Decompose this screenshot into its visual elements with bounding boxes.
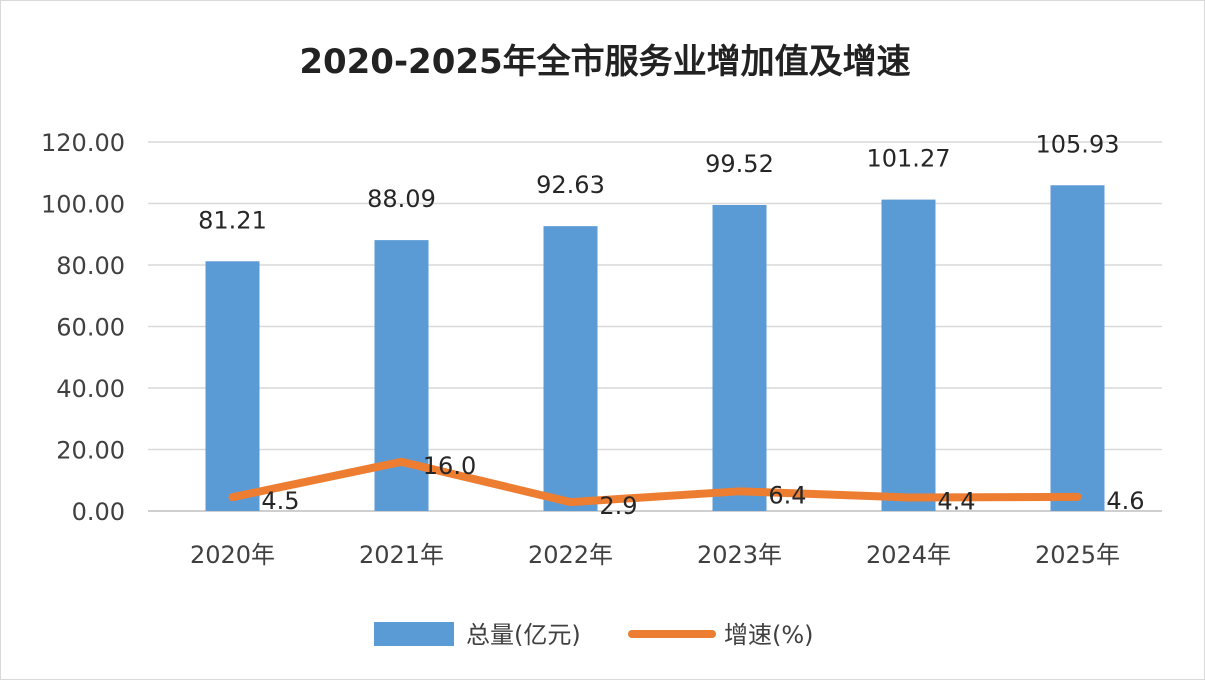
growth-point [570,501,571,503]
growth-value-label: 6.4 [768,481,806,509]
line-growth [228,457,1082,507]
growth-point [232,496,233,498]
bar-value-label: 81.21 [198,206,267,234]
growth-point [739,490,740,492]
bar-total [1050,185,1105,511]
bar-total [881,199,936,511]
growth-line [228,457,1082,507]
bar-value-label: 92.63 [536,171,605,199]
x-tick-label: 2025年 [1035,541,1120,569]
bar-value-label: 88.09 [367,185,436,213]
legend: 总量(亿元) 增速(%) [374,621,814,649]
y-tick-label: 80.00 [56,252,125,280]
legend-label-total: 总量(亿元) [466,621,581,649]
x-axis-ticks: 2020年 2021年 2022年 2023年 2024年 2025年 [190,541,1120,569]
gridlines [148,141,1162,512]
growth-point [401,461,402,463]
x-tick-label: 2020年 [190,541,275,569]
growth-value-label: 2.9 [599,492,637,520]
x-tick-label: 2022年 [528,541,613,569]
y-tick-label: 60.00 [56,314,125,342]
bar-value-label: 99.52 [705,150,774,178]
growth-value-label: 4.6 [1106,487,1144,515]
growth-value-label: 4.4 [937,487,975,515]
x-tick-label: 2024年 [866,541,951,569]
legend-swatch-total [374,622,454,646]
x-tick-label: 2023年 [697,541,782,569]
data-labels: 81.21 88.09 92.63 99.52 101.27 105.93 4.5 16.0 2… [198,130,1144,520]
growth-point [908,496,909,498]
bar-total [712,204,767,511]
y-tick-label: 20.00 [56,437,125,465]
y-tick-label: 120.00 [41,129,125,157]
y-axis-ticks: 0.00 20.00 40.00 60.00 80.00 100.00 120.00 [41,129,125,526]
bar-total [543,226,598,511]
growth-value-label: 4.5 [261,487,299,515]
y-tick-label: 100.00 [41,191,125,219]
y-tick-label: 0.00 [72,498,125,526]
bar-value-label: 105.93 [1036,130,1120,158]
y-tick-label: 40.00 [56,375,125,403]
growth-point [1077,496,1078,498]
growth-value-label: 16.0 [423,452,476,480]
bar-value-label: 101.27 [867,145,951,173]
x-tick-label: 2021年 [359,541,444,569]
bars-total [205,185,1105,512]
legend-label-growth: 增速(%) [724,621,814,649]
bar-total [205,261,260,511]
chart-title: 2020-2025年全市服务业增加值及增速 [299,42,910,82]
